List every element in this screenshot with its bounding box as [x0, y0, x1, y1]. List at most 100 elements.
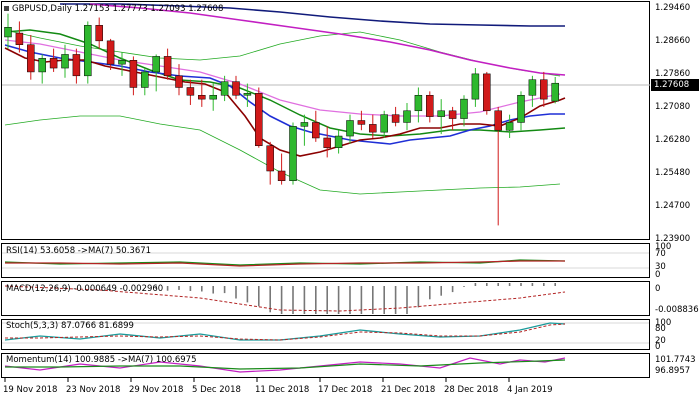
rsi-title: RSI(14) 53.6058 ->MA(7) 50.3671 [6, 246, 152, 256]
rsi-axis-30: 30 [655, 262, 666, 272]
candle-body [300, 122, 309, 127]
stoch-signal-line [5, 323, 566, 341]
ma-navy-line [60, 3, 565, 27]
ma-magenta-line [89, 3, 566, 76]
close-value: 1.27608 [188, 4, 224, 14]
price-label-3: 1.27080 [655, 102, 691, 112]
candlestick-series [4, 13, 559, 226]
candle-body [255, 93, 263, 147]
stoch-axis-20: 20 [655, 336, 666, 346]
macd-histogram [155, 283, 557, 314]
date-label-3: 5 Dec 2018 [192, 385, 241, 395]
candle-body [243, 93, 252, 96]
candle-body [448, 110, 457, 119]
rsi-axis-70: 70 [655, 249, 666, 259]
candle-body [460, 98, 468, 119]
candle-body [323, 137, 331, 148]
candle-body [528, 79, 537, 96]
stoch-axis-80: 80 [655, 324, 666, 334]
price-label-2: 1.27860 [655, 69, 691, 79]
candle-body [4, 27, 12, 38]
candle-body [369, 124, 377, 133]
rsi-ma-line [5, 260, 565, 267]
candle-body [106, 40, 115, 65]
candle-body [426, 94, 434, 117]
candle-body [49, 58, 58, 69]
candle-body [380, 114, 388, 133]
candle-body [61, 54, 69, 69]
momentum-ma-line [5, 359, 566, 370]
candle-body [471, 73, 480, 100]
rsi-axis-100: 100 [655, 242, 672, 252]
candle-body [346, 120, 354, 137]
open-value: 1.27153 [74, 4, 110, 14]
chart-title: GBPUSD,Daily 1.27153 1.27773 1.27093 1.2… [4, 4, 223, 14]
candle-body [517, 94, 525, 123]
date-label-0: 19 Nov 2018 [3, 385, 58, 395]
candle-body [312, 122, 320, 139]
candle-body [220, 81, 229, 96]
candle-body [494, 110, 502, 131]
price-label-4: 1.26280 [655, 135, 691, 145]
candle-body [209, 94, 217, 100]
date-ticks [4, 378, 510, 382]
macd-signal-line [4, 285, 566, 312]
candle-body [152, 56, 160, 73]
date-label-4: 11 Dec 2018 [255, 385, 310, 395]
date-label-7: 28 Dec 2018 [444, 385, 499, 395]
candle-body [414, 94, 423, 112]
momentum-axis-max: 101.7743 [655, 355, 696, 365]
rsi-axis-0: 0 [655, 270, 661, 280]
candle-body [357, 120, 366, 125]
date-label-2: 29 Nov 2018 [129, 385, 184, 395]
candle-body [163, 56, 172, 77]
stoch-title: Stoch(5,3,3) 87.0766 81.6899 [6, 321, 134, 331]
candle-body [141, 71, 149, 88]
price-label-1: 1.28660 [655, 36, 691, 46]
candle-body [27, 44, 35, 73]
candle-body [551, 82, 559, 102]
candle-body [198, 94, 206, 100]
macd-title: MACD(12,26,9) -0.000649 -0.002960 [6, 284, 164, 294]
candle-body [391, 114, 400, 123]
price-label-5: 1.25480 [655, 168, 691, 178]
candle-body [175, 75, 183, 88]
date-label-1: 23 Nov 2018 [66, 385, 121, 395]
title-dot-icon [4, 6, 9, 11]
candle-body [84, 25, 92, 77]
candle-body [232, 81, 240, 96]
low-value: 1.27093 [150, 4, 186, 14]
candle-body [72, 54, 81, 77]
stoch-axis-0: 0 [655, 342, 661, 352]
macd-pane [1, 281, 650, 316]
date-label-6: 21 Dec 2018 [381, 385, 436, 395]
ma-green-line [4, 29, 566, 137]
date-label-8: 4 Jan 2019 [507, 385, 553, 395]
macd-axis-min: -0.008836 [655, 305, 699, 315]
candle-body [129, 60, 138, 88]
current-price-tag: 1.27608 [651, 79, 699, 91]
price-label-0: 1.29460 [655, 3, 691, 13]
candle-body [38, 58, 46, 73]
candle-body [289, 126, 297, 181]
candle-body [483, 73, 491, 112]
momentum-axis-min: 96.8957 [655, 366, 691, 376]
momentum-title: Momentum(14) 100.9885 ->MA(7) 100.6975 [6, 355, 197, 365]
candle-body [540, 79, 548, 100]
candle-body [118, 60, 126, 65]
candle-body [505, 122, 514, 131]
candle-body [403, 110, 411, 123]
date-label-5: 17 Dec 2018 [318, 385, 373, 395]
macd-axis-0: 0 [655, 284, 661, 294]
candle-body [266, 145, 274, 172]
candle-body [15, 32, 24, 45]
stoch-axis-100: 100 [655, 318, 672, 328]
candle-body [95, 25, 103, 42]
candle-body [186, 87, 195, 96]
ma-blue-line [4, 44, 565, 145]
candle-body [437, 110, 445, 117]
candle-body [334, 135, 343, 148]
high-value: 1.27773 [112, 4, 148, 14]
price-label-6: 1.24700 [655, 201, 691, 211]
